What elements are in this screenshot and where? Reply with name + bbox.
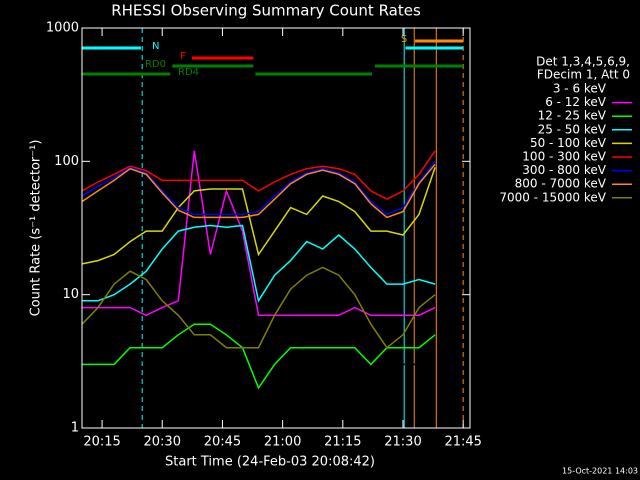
legend-label: 100 - 300 keV [522, 150, 606, 164]
x-tick-label: 21:00 [264, 435, 301, 450]
flag-label: N [152, 41, 159, 52]
series-line [82, 150, 436, 317]
flag-label: S [401, 34, 407, 45]
flag-label: RD4 [178, 67, 199, 78]
x-tick-label: 20:30 [144, 435, 181, 450]
x-tick-label: 21:15 [324, 435, 361, 450]
x-tick-label: 20:45 [204, 435, 241, 450]
y-tick-label: 100 [54, 154, 79, 169]
x-axis-label: Start Time (24-Feb-03 20:08:42) [165, 455, 375, 470]
flag-label: F [180, 51, 186, 62]
series-line [81, 160, 436, 216]
x-tick-label: 21:30 [384, 435, 421, 450]
legend-label: 300 - 800 keV [522, 163, 606, 177]
legend-label: 7000 - 15000 keV [499, 190, 606, 204]
flag-label: RD0 [145, 59, 166, 70]
y-tick-label: 1000 [46, 21, 79, 36]
legend-label: 50 - 100 keV [530, 136, 607, 150]
legend-header: Det 1,3,4,5,6,9, [536, 55, 630, 69]
x-tick-label: 21:45 [444, 435, 481, 450]
legend-label: 25 - 50 keV [538, 122, 607, 136]
legend-label: 3 - 6 keV [553, 82, 607, 96]
series-line [82, 224, 436, 303]
y-tick-label: 1 [71, 421, 79, 436]
chart-title: RHESSI Observing Summary Count Rates [111, 2, 421, 20]
y-tick-label: 10 [62, 287, 79, 302]
legend-label: 6 - 12 keV [545, 95, 607, 109]
series-line [81, 167, 436, 265]
series-line [81, 266, 436, 349]
footer: 15-Oct-2021 14:03 [562, 467, 638, 476]
series-line [81, 163, 436, 219]
series-line [82, 323, 436, 390]
y-axis-label: Count Rate (s⁻¹ detector⁻¹) [29, 140, 44, 317]
legend-header: FDecim 1, Att 0 [537, 68, 630, 82]
legend-label: 12 - 25 keV [538, 109, 607, 123]
legend-label: 800 - 7000 keV [515, 177, 607, 191]
series-line [81, 150, 436, 201]
plot-frame [81, 27, 471, 429]
x-tick-label: 20:15 [83, 435, 120, 450]
